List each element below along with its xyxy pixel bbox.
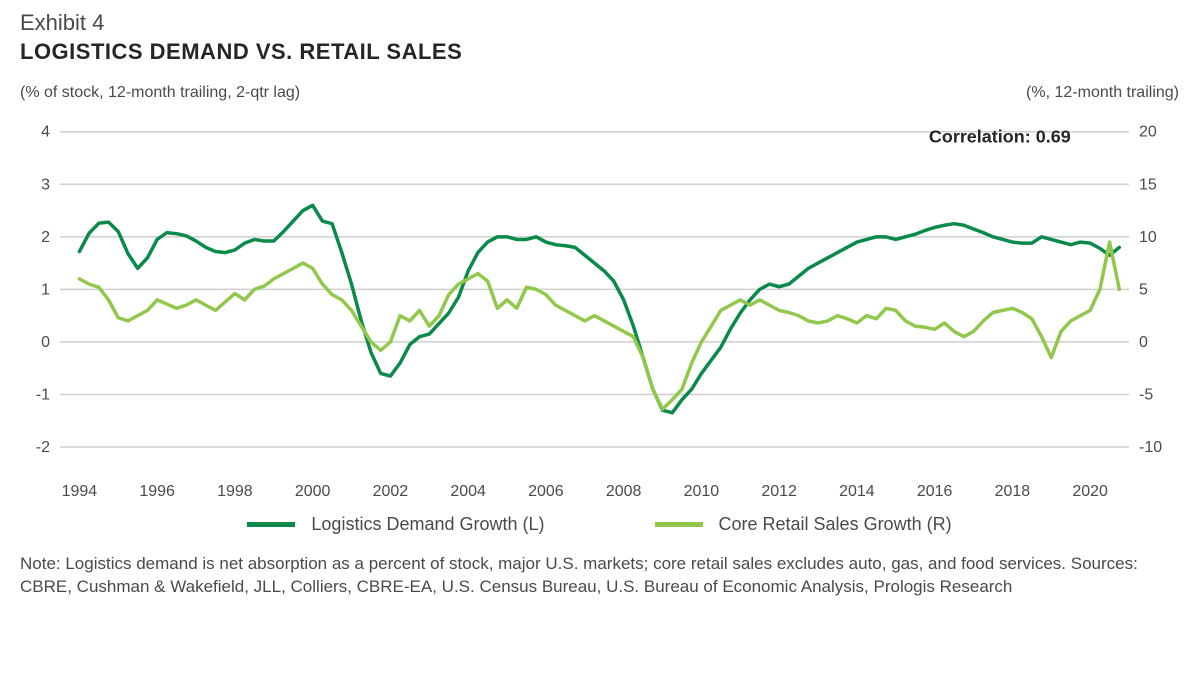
legend-label-series2: Core Retail Sales Growth (R) (719, 514, 952, 535)
svg-text:2016: 2016 (917, 483, 953, 500)
line-chart-svg: -2-101234-10-505101520199419961998200020… (20, 108, 1179, 508)
svg-text:1996: 1996 (139, 483, 175, 500)
svg-text:4: 4 (41, 124, 50, 141)
svg-text:2: 2 (41, 229, 50, 246)
legend-label-series1: Logistics Demand Growth (L) (311, 514, 544, 535)
legend: Logistics Demand Growth (L) Core Retail … (20, 514, 1179, 535)
svg-text:2006: 2006 (528, 483, 564, 500)
exhibit-number: Exhibit 4 (20, 10, 1179, 36)
svg-text:0: 0 (41, 334, 50, 351)
svg-text:10: 10 (1139, 229, 1157, 246)
legend-swatch-series2 (655, 522, 703, 527)
chart-note: Note: Logistics demand is net absorption… (20, 553, 1170, 599)
legend-item-series1: Logistics Demand Growth (L) (247, 514, 544, 535)
svg-text:-5: -5 (1139, 386, 1153, 403)
svg-text:2002: 2002 (373, 483, 409, 500)
exhibit-container: Exhibit 4 LOGISTICS DEMAND VS. RETAIL SA… (0, 0, 1199, 690)
svg-text:15: 15 (1139, 176, 1157, 193)
legend-swatch-series1 (247, 522, 295, 527)
chart-title: LOGISTICS DEMAND VS. RETAIL SALES (20, 38, 1179, 66)
right-axis-label: (%, 12-month trailing) (1026, 84, 1179, 102)
svg-text:-2: -2 (36, 439, 50, 456)
svg-text:-1: -1 (36, 386, 50, 403)
svg-text:Correlation: 0.69: Correlation: 0.69 (929, 126, 1071, 146)
svg-text:0: 0 (1139, 334, 1148, 351)
svg-text:2012: 2012 (761, 483, 797, 500)
svg-text:2020: 2020 (1072, 483, 1108, 500)
svg-text:2000: 2000 (295, 483, 331, 500)
svg-text:2018: 2018 (995, 483, 1031, 500)
legend-item-series2: Core Retail Sales Growth (R) (655, 514, 952, 535)
svg-text:1998: 1998 (217, 483, 253, 500)
axis-labels-row: (% of stock, 12-month trailing, 2-qtr la… (20, 84, 1179, 106)
svg-text:3: 3 (41, 176, 50, 193)
svg-text:20: 20 (1139, 124, 1157, 141)
svg-text:5: 5 (1139, 281, 1148, 298)
svg-text:1: 1 (41, 281, 50, 298)
svg-text:1994: 1994 (62, 483, 98, 500)
svg-text:-10: -10 (1139, 439, 1162, 456)
left-axis-label: (% of stock, 12-month trailing, 2-qtr la… (20, 84, 300, 102)
svg-text:2008: 2008 (606, 483, 642, 500)
svg-text:2010: 2010 (684, 483, 720, 500)
chart-area: -2-101234-10-505101520199419961998200020… (20, 108, 1179, 508)
svg-text:2014: 2014 (839, 483, 875, 500)
svg-text:2004: 2004 (450, 483, 486, 500)
